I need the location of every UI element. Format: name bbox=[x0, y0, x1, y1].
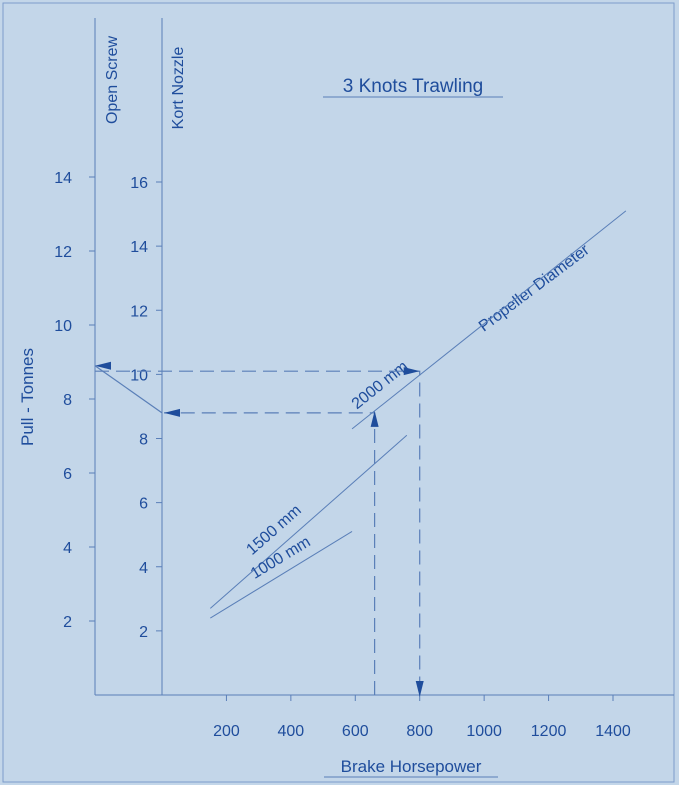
series-line bbox=[209, 434, 408, 609]
open-screw-tick-label: 6 bbox=[63, 466, 72, 483]
open-screw-tick-label: 2 bbox=[63, 614, 72, 631]
x-axis-label: Brake Horsepower bbox=[341, 757, 482, 776]
open-screw-tick-label: 10 bbox=[54, 318, 72, 335]
arrowhead bbox=[370, 410, 379, 427]
x-tick-label: 400 bbox=[278, 723, 305, 740]
kort-nozzle-axis-label: Kort Nozzle bbox=[170, 47, 187, 130]
x-tick-label: 800 bbox=[406, 723, 433, 740]
kort-nozzle-tick-label: 8 bbox=[139, 432, 148, 449]
arrowhead bbox=[95, 361, 111, 370]
series-line bbox=[210, 531, 353, 619]
kort-nozzle-tick-label: 14 bbox=[130, 239, 148, 256]
open-screw-connector bbox=[94, 365, 163, 414]
y-axis-label: Pull - Tonnes bbox=[18, 348, 37, 446]
kort-nozzle-tick-label: 16 bbox=[130, 175, 148, 192]
kort-nozzle-tick-label: 10 bbox=[130, 367, 148, 384]
kort-nozzle-tick-label: 2 bbox=[139, 624, 148, 641]
open-screw-tick-label: 12 bbox=[54, 244, 72, 261]
open-screw-tick-label: 4 bbox=[63, 540, 72, 557]
x-tick-label: 200 bbox=[213, 723, 240, 740]
arrowhead bbox=[403, 367, 420, 376]
x-tick-label: 1400 bbox=[595, 723, 631, 740]
kort-nozzle-tick-label: 4 bbox=[139, 560, 148, 577]
chart-title: 3 Knots Trawling bbox=[343, 76, 483, 97]
series-line bbox=[351, 210, 627, 430]
open-screw-tick-label: 8 bbox=[63, 392, 72, 409]
x-tick-label: 1200 bbox=[531, 723, 567, 740]
arrowhead bbox=[164, 408, 180, 417]
open-screw-axis-label: Open Screw bbox=[104, 36, 121, 124]
x-tick-label: 1000 bbox=[466, 723, 502, 740]
kort-nozzle-tick-label: 12 bbox=[130, 303, 148, 320]
open-screw-tick-label: 14 bbox=[54, 170, 72, 187]
arrowhead bbox=[415, 681, 424, 697]
kort-nozzle-tick-label: 6 bbox=[139, 496, 148, 513]
x-tick-label: 600 bbox=[342, 723, 369, 740]
